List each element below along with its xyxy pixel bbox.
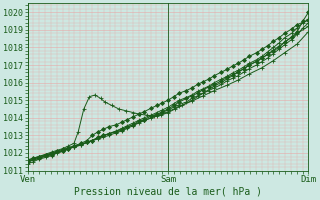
X-axis label: Pression niveau de la mer( hPa ): Pression niveau de la mer( hPa ) <box>74 187 262 197</box>
